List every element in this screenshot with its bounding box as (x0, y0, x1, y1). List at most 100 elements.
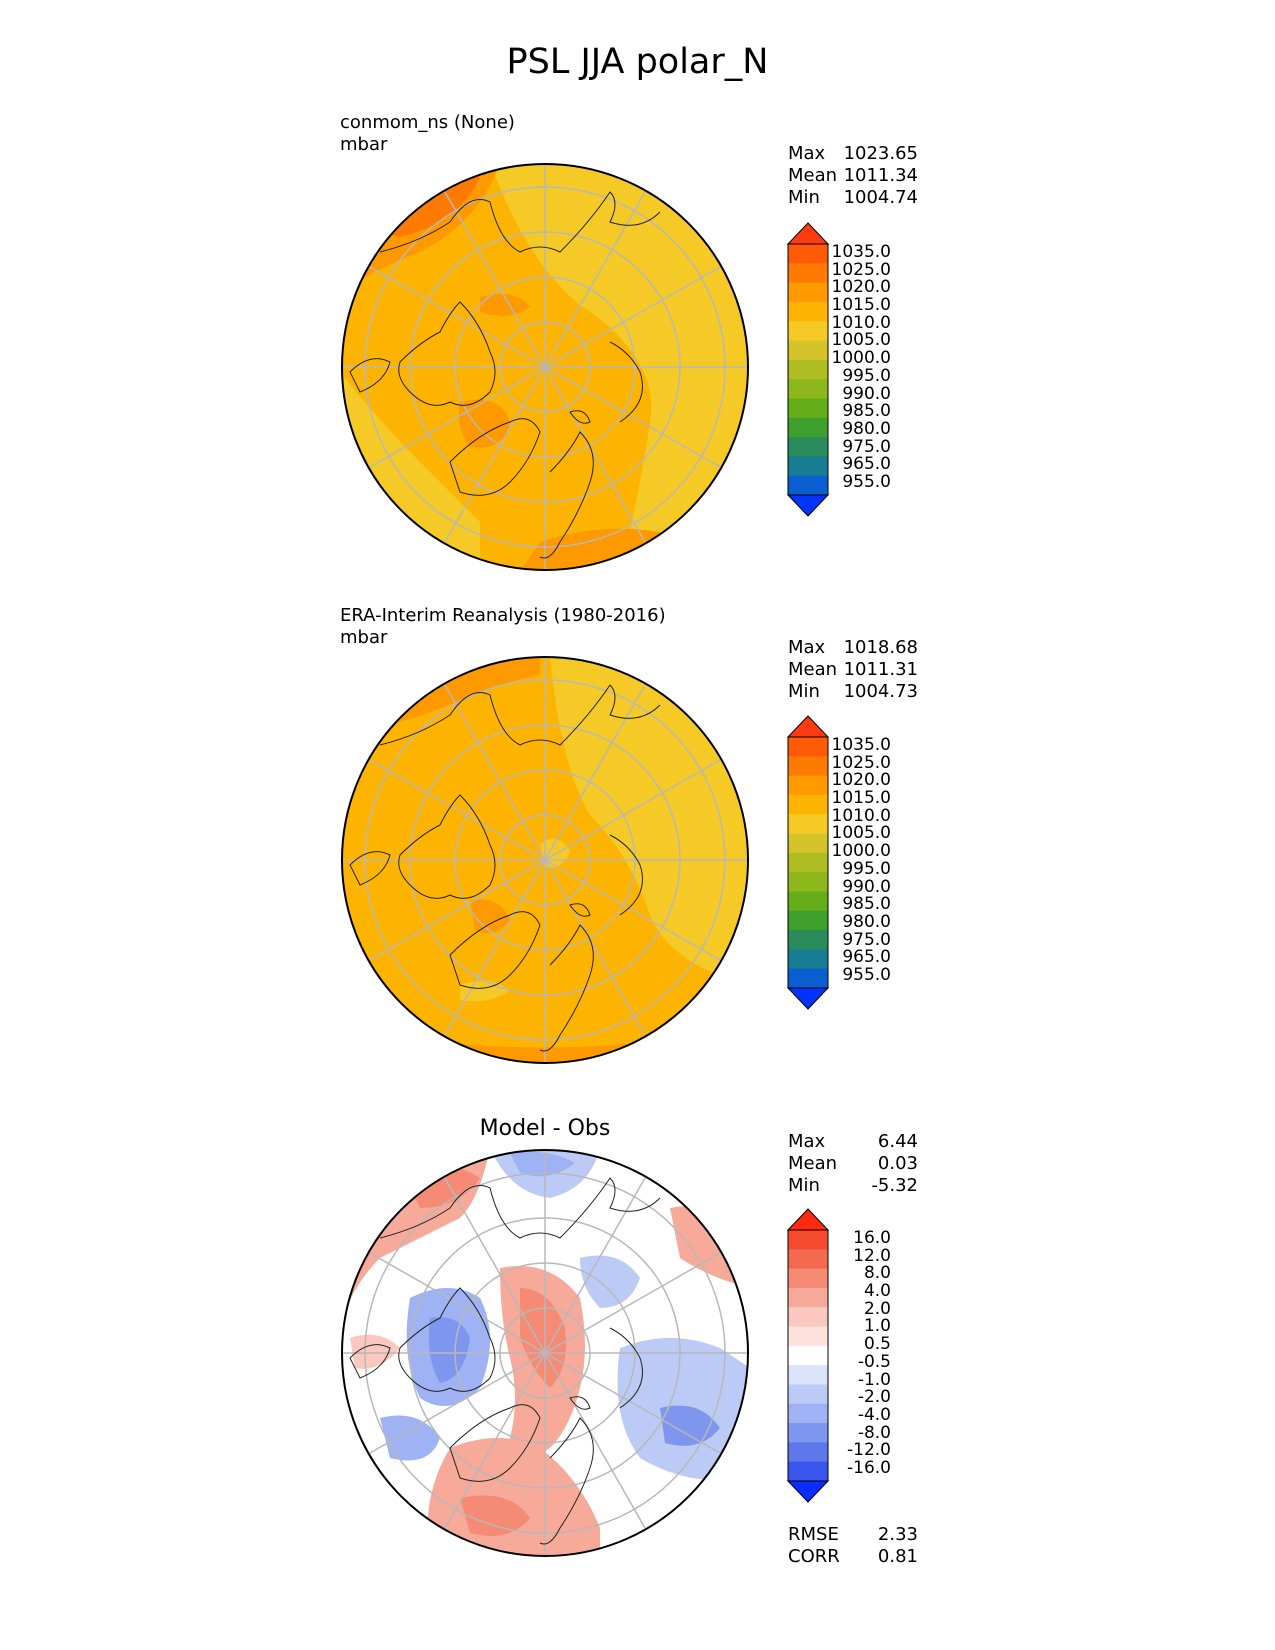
colorbar-segment (788, 398, 828, 419)
colorbar-segment (788, 891, 828, 912)
colorbar-tick-label: 985.0 (842, 401, 891, 422)
panel2-graticule (342, 657, 748, 1063)
colorbar-tick-label: -12.0 (847, 1440, 891, 1461)
colorbar-segment (788, 1307, 828, 1328)
colorbar-segment (788, 1403, 828, 1424)
panel1-field-1015-d (480, 293, 530, 316)
panel1-colorbar (786, 222, 830, 517)
colorbar-segment (788, 340, 828, 361)
colorbar-frame (787, 736, 829, 989)
colorbar-segment (788, 321, 828, 342)
panel2-units: mbar (340, 627, 388, 648)
panel3-field-neg-n-b (510, 1151, 575, 1177)
colorbar-tick-label: 1020.0 (831, 277, 891, 298)
colorbar-segment (788, 475, 828, 496)
panel3-colorbar-labels: 16.0 12.0 8.0 4.0 2.0 1.0 0.5 -0.5 -1.0 -2.0 -4.0-… (811, 1228, 891, 1478)
panel3-stats: Max 6.44 Mean 0.03 Min -5.32 (788, 1131, 918, 1196)
colorbar-tick-label: 1010.0 (831, 805, 891, 826)
colorbar-tick-label: 1025.0 (831, 752, 891, 773)
colorbar-tick-label: 975.0 (842, 929, 891, 950)
panel3-field-neg-w-b (428, 1317, 470, 1383)
colorbar-segment (788, 775, 828, 796)
panel3-graticule (342, 1150, 748, 1556)
colorbar-segment (788, 417, 828, 438)
colorbar-segment (788, 814, 828, 835)
colorbar-tick-label: 995.0 (842, 365, 891, 386)
panel2-colorbar-labels: 1035.0 1025.0 1020.0 1015.0 1010.0 1005.0 1000… (811, 735, 891, 985)
colorbar-segment (788, 1423, 828, 1443)
panel1-colorbar-labels: 1035.0 1025.0 1020.0 1015.0 1010.0 1005.0 1000… (811, 243, 891, 492)
colorbar-segment (788, 949, 828, 970)
colorbar-tick-label: 1015.0 (831, 788, 891, 809)
colorbar-tick-label: 12.0 (853, 1245, 891, 1266)
colorbar-segment (788, 263, 828, 284)
colorbar-segment (788, 1384, 828, 1405)
colorbar-tick-label: 1.0 (863, 1316, 891, 1337)
colorbar-tick-label: 975.0 (842, 436, 891, 457)
colorbar-segment (788, 1442, 828, 1463)
colorbar-segment (788, 756, 828, 777)
colorbar-segment (788, 1326, 828, 1347)
colorbar-tick-label: 1015.0 (831, 295, 891, 316)
panel2-coastlines (349, 684, 661, 1052)
panel3-colorbar (786, 1208, 830, 1503)
colorbar-tick-label: 0.5 (863, 1334, 891, 1355)
figure-title: PSL JJA polar_N (506, 42, 769, 82)
colorbar-tick-label: 965.0 (842, 947, 891, 968)
colorbar-frame (787, 243, 829, 496)
colorbar-extend-min (786, 494, 830, 517)
colorbar-segment (788, 244, 828, 264)
colorbar-tick-label: 2.0 (863, 1298, 891, 1319)
panel2-field-1015-b (470, 899, 510, 934)
colorbar-tick-label: 980.0 (842, 911, 891, 932)
colorbar-tick-label: 16.0 (853, 1228, 891, 1248)
panel2-stats: Max 1018.68 Mean 1011.31 Min 1004.73 (788, 637, 918, 702)
colorbar-tick-label: -2.0 (857, 1387, 891, 1408)
colorbar-extend-min (786, 1480, 830, 1503)
colorbar-segment (788, 437, 828, 457)
panel3-map (341, 1149, 749, 1557)
colorbar-tick-label: -0.5 (857, 1351, 891, 1372)
panel1-coastlines (349, 191, 661, 559)
colorbar-tick-label: 1005.0 (831, 330, 891, 351)
colorbar-tick-label: -4.0 (857, 1404, 891, 1425)
colorbar-tick-label: -16.0 (847, 1457, 891, 1478)
colorbar-segment (788, 737, 828, 757)
panel1-title: conmom_ns (None) (340, 112, 515, 133)
colorbar-tick-label: 990.0 (842, 383, 891, 404)
panel3-coastlines (349, 1177, 661, 1545)
colorbar-frame (787, 1229, 829, 1482)
panel1-units: mbar (340, 134, 388, 155)
colorbar-segment (788, 1345, 828, 1366)
colorbar-segment (788, 794, 828, 815)
colorbar-tick-label: 965.0 (842, 454, 891, 475)
colorbar-segment (788, 1365, 828, 1385)
colorbar-extend-max (786, 222, 830, 245)
panel1-graticule (342, 164, 748, 570)
colorbar-tick-label: -1.0 (857, 1369, 891, 1390)
panel2-map (341, 656, 749, 1064)
colorbar-tick-label: 1010.0 (831, 312, 891, 333)
panel3-title: Model - Obs (479, 1116, 611, 1141)
colorbar-tick-label: 4.0 (863, 1281, 891, 1302)
colorbar-tick-label: 1025.0 (831, 259, 891, 280)
colorbar-segment (788, 1249, 828, 1270)
colorbar-segment (788, 910, 828, 931)
colorbar-tick-label: -8.0 (857, 1422, 891, 1443)
colorbar-extend-max (786, 715, 830, 738)
panel3-field-neg-sw (380, 1415, 440, 1461)
panel1-field-1010 (490, 164, 748, 570)
panel3-metrics: RMSE 2.33 CORR 0.81 (788, 1524, 918, 1567)
colorbar-tick-label: 1000.0 (831, 841, 891, 862)
colorbar-tick-label: 1035.0 (831, 735, 891, 755)
colorbar-segment (788, 359, 828, 380)
colorbar-segment (788, 872, 828, 892)
panel3-map-border (341, 1149, 749, 1557)
colorbar-segment (788, 379, 828, 399)
panel3-field-pos-w (350, 1334, 400, 1369)
colorbar-tick-label: 990.0 (842, 876, 891, 897)
panel3-field-pos-s-b (460, 1495, 530, 1536)
colorbar-segment (788, 852, 828, 873)
colorbar-segment (788, 1268, 828, 1289)
colorbar-segment (788, 1230, 828, 1250)
